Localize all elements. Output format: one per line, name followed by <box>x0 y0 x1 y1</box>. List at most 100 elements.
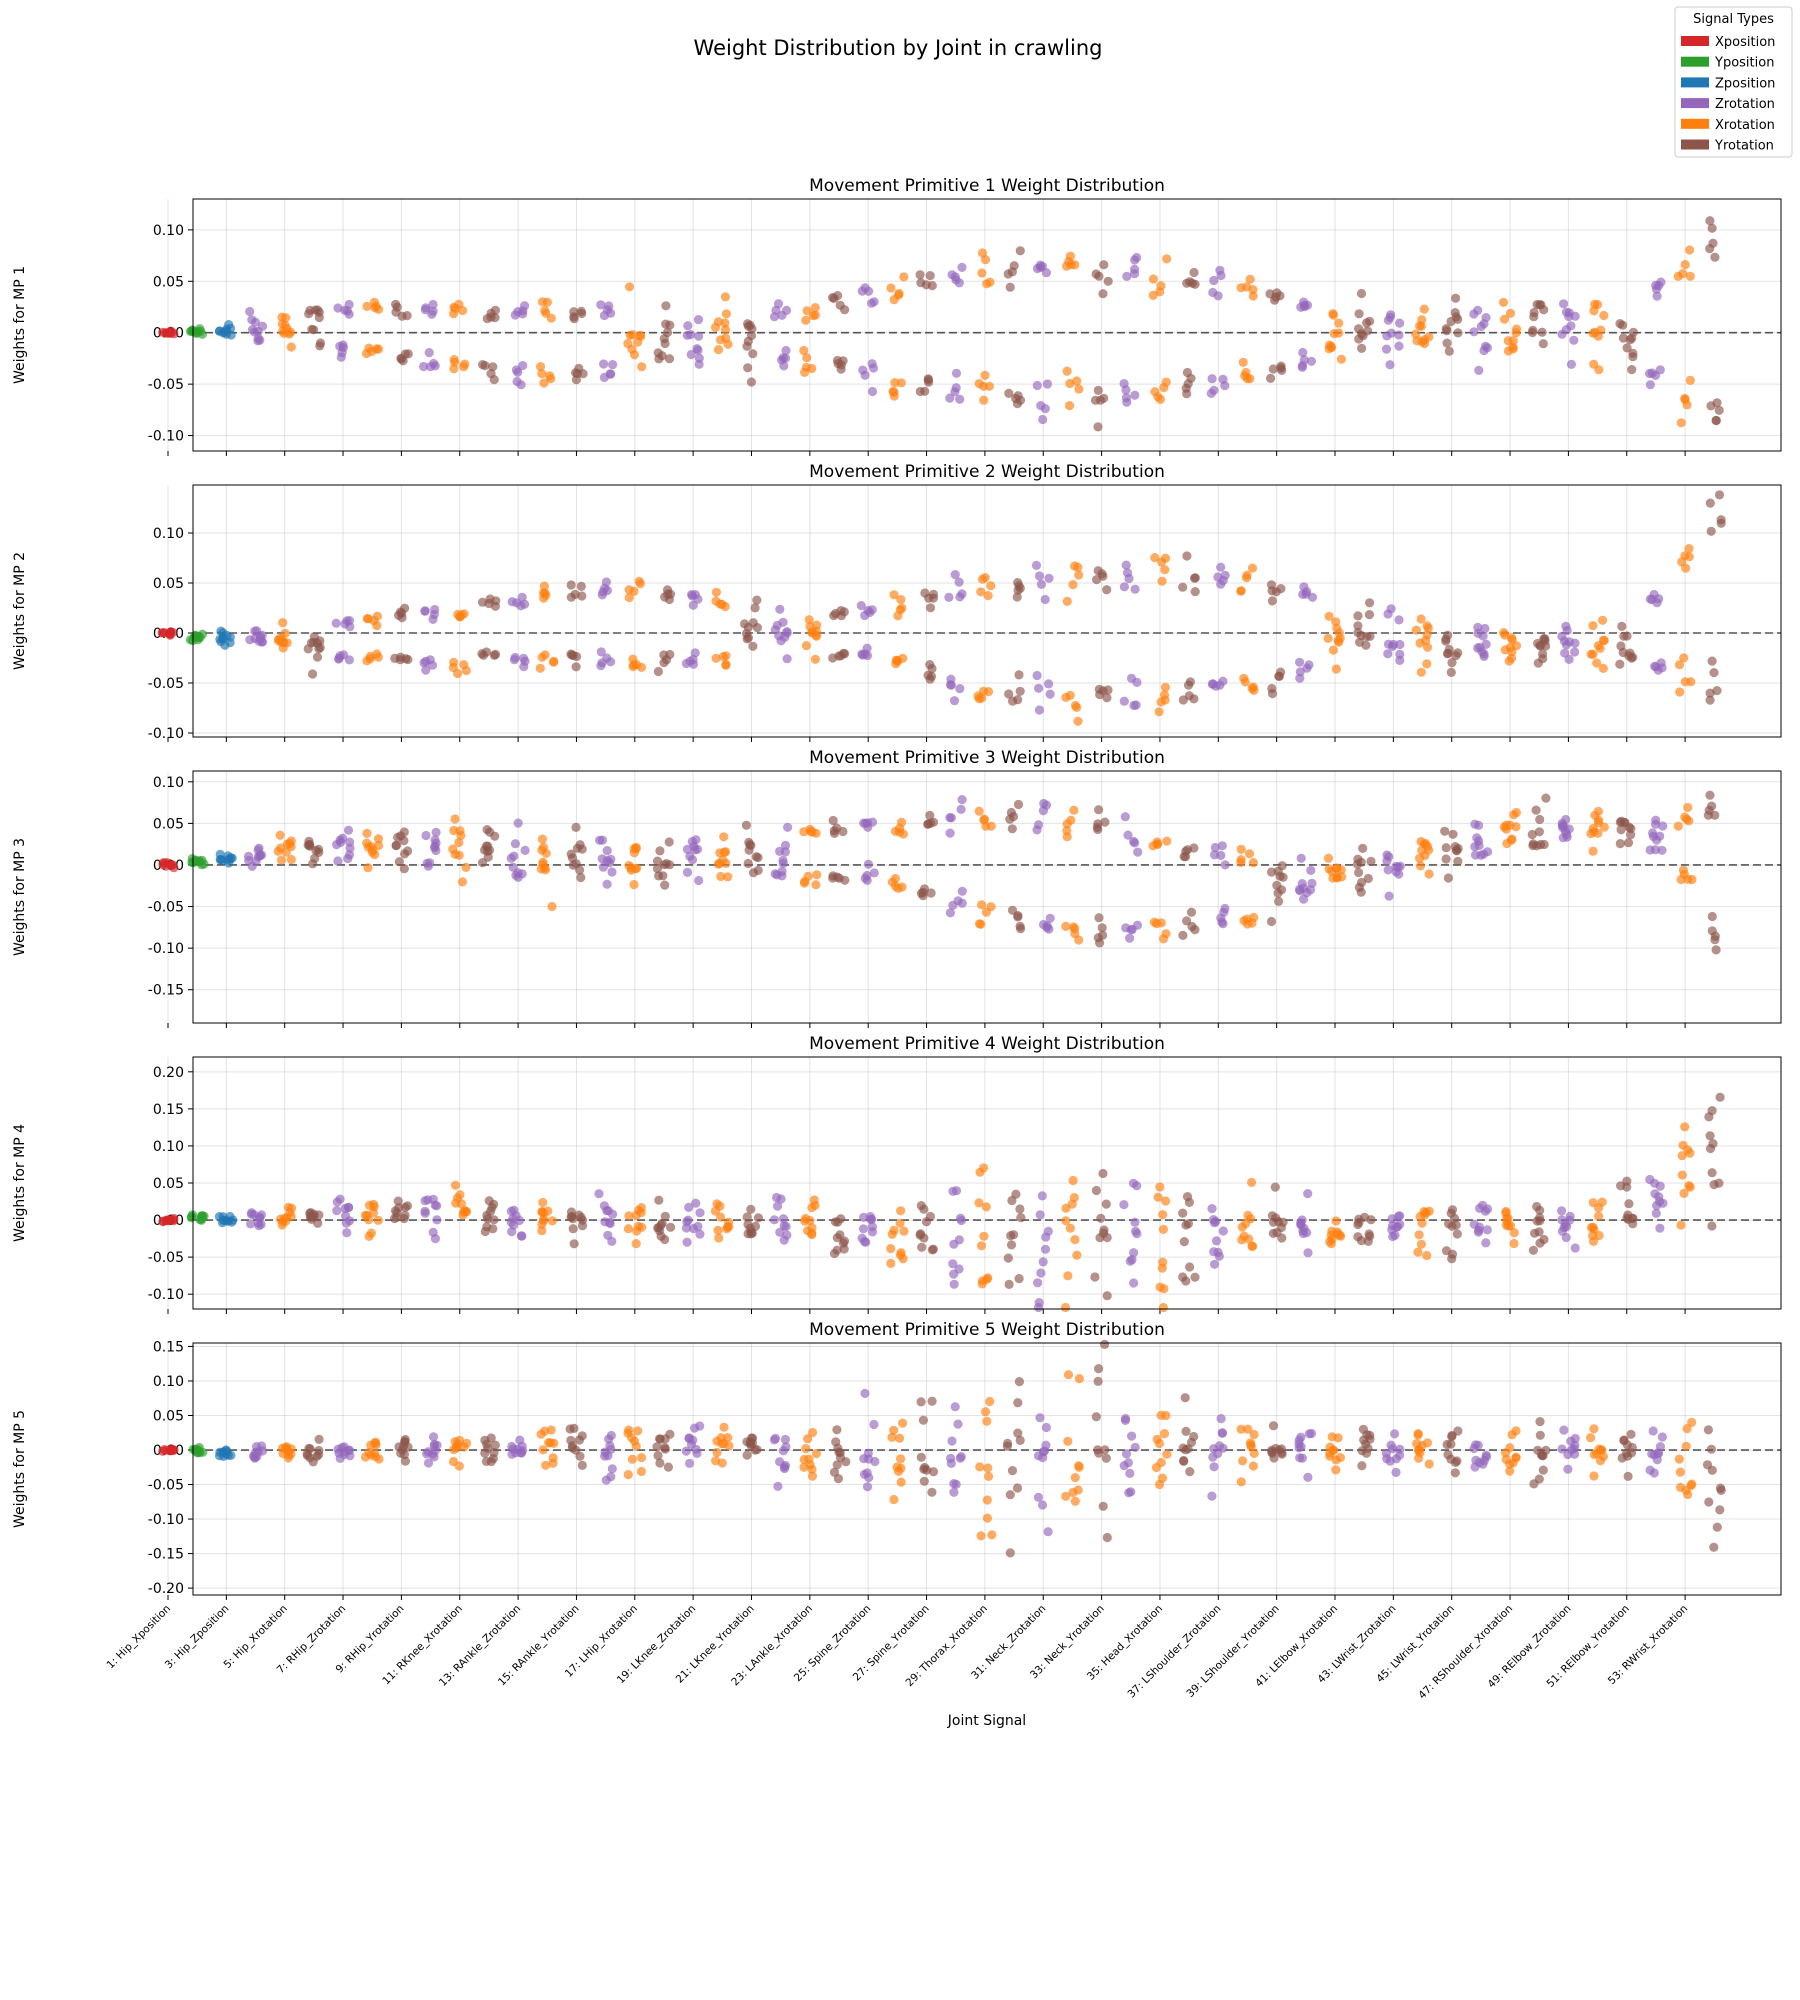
data-point <box>1447 1221 1457 1231</box>
data-point <box>1482 1225 1492 1235</box>
data-point <box>1103 276 1113 286</box>
data-point <box>986 581 996 591</box>
chart-title: Weight Distribution by Joint in crawling <box>694 36 1103 60</box>
data-point <box>808 1427 818 1438</box>
data-point <box>478 858 488 868</box>
data-point <box>713 1225 723 1235</box>
data-point <box>1013 911 1023 921</box>
data-point <box>568 1224 578 1234</box>
data-point <box>1480 623 1490 634</box>
data-point <box>1005 282 1015 292</box>
data-point <box>1680 1122 1690 1132</box>
data-point <box>457 877 468 887</box>
data-point <box>1061 692 1071 703</box>
data-point <box>1068 580 1078 590</box>
data-point <box>773 1201 783 1211</box>
data-point <box>867 386 878 397</box>
panel-title: Movement Primitive 3 Weight Distribution <box>809 748 1165 768</box>
data-point <box>1682 400 1692 410</box>
data-point <box>898 1418 908 1428</box>
data-point <box>1588 621 1598 631</box>
data-point <box>1624 1199 1634 1209</box>
data-point <box>1709 1180 1719 1190</box>
data-point <box>927 281 937 291</box>
data-point <box>423 861 433 871</box>
data-point <box>838 356 848 366</box>
data-point <box>547 1216 558 1226</box>
data-point <box>1678 269 1688 279</box>
data-point <box>1598 1451 1608 1462</box>
data-point <box>1682 1424 1692 1434</box>
data-point <box>1358 331 1368 341</box>
data-point <box>916 1452 926 1462</box>
data-point <box>253 333 263 343</box>
data-point <box>247 315 257 325</box>
data-point <box>1627 365 1637 375</box>
data-point <box>162 328 172 338</box>
data-point <box>924 377 934 387</box>
data-point <box>1207 1204 1217 1214</box>
data-point <box>1562 832 1572 842</box>
data-point <box>1236 1424 1246 1434</box>
data-point <box>1158 934 1169 944</box>
data-point <box>606 657 616 667</box>
data-point <box>449 825 459 836</box>
data-point <box>1387 641 1398 652</box>
data-point <box>682 330 692 340</box>
data-point <box>547 901 557 912</box>
data-point <box>1594 1444 1604 1454</box>
data-point <box>925 1211 936 1222</box>
data-point <box>895 1218 905 1228</box>
data-point <box>1715 1505 1725 1515</box>
data-point <box>304 840 314 850</box>
data-point <box>1336 865 1346 875</box>
data-point <box>1394 341 1404 351</box>
data-point <box>1528 840 1538 851</box>
data-point <box>1685 271 1695 281</box>
data-point <box>1299 883 1309 893</box>
y-tick-label: 0.10 <box>153 526 184 542</box>
data-point <box>1015 246 1025 256</box>
data-point <box>1354 324 1364 334</box>
x-tick-label: 37: LShoulder_Zrotation <box>1126 1603 1224 1701</box>
data-point <box>896 1206 906 1216</box>
data-point <box>1420 1210 1430 1220</box>
data-point <box>1416 1239 1426 1249</box>
data-point <box>423 1195 433 1205</box>
data-point <box>1154 707 1164 717</box>
data-point <box>1598 663 1608 674</box>
data-point <box>1042 379 1052 389</box>
data-point <box>807 628 818 638</box>
data-point <box>653 1450 663 1461</box>
data-point <box>830 608 841 619</box>
y-tick-label: -0.05 <box>148 1478 184 1494</box>
data-point <box>740 619 750 629</box>
data-point <box>629 586 639 596</box>
y-tick-label: 0.05 <box>153 576 184 592</box>
data-point <box>1062 366 1072 376</box>
data-point <box>1277 1233 1287 1243</box>
data-point <box>1443 648 1453 658</box>
data-point <box>1190 1272 1200 1282</box>
data-point <box>860 1388 870 1398</box>
data-point <box>1624 651 1634 661</box>
data-point <box>624 1211 634 1221</box>
data-point <box>344 1202 354 1213</box>
y-tick-label: 0.15 <box>153 1102 184 1118</box>
data-point <box>1475 1203 1485 1213</box>
data-point <box>372 649 382 659</box>
data-point <box>1385 1456 1395 1466</box>
data-point <box>836 364 846 374</box>
data-point <box>1382 850 1392 860</box>
data-point <box>516 380 526 390</box>
y-tick-label: -0.10 <box>148 941 184 957</box>
data-point <box>955 394 965 404</box>
data-point <box>1449 1213 1460 1223</box>
data-point <box>420 305 430 315</box>
data-point <box>1094 271 1104 281</box>
data-point <box>1557 1444 1567 1454</box>
data-point <box>1508 342 1518 352</box>
data-point <box>421 656 431 667</box>
data-point <box>977 1276 988 1286</box>
data-point <box>1004 1279 1014 1289</box>
